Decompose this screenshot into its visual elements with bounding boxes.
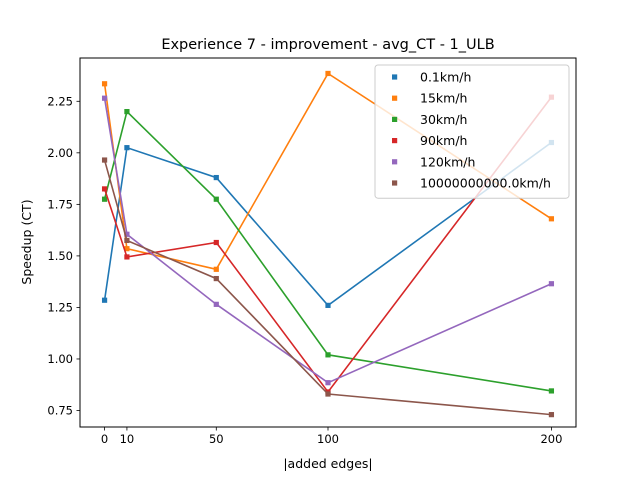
data-point: [548, 216, 555, 222]
data-point: [325, 380, 331, 386]
y-tick-label: 0.75: [47, 404, 73, 418]
data-point: [124, 145, 130, 151]
data-point: [548, 388, 555, 394]
data-point: [124, 254, 130, 260]
data-point: [101, 157, 108, 163]
x-tick-label: 0: [101, 432, 108, 446]
data-point: [101, 186, 108, 192]
y-axis: 0.75 1.00 1.25 1.50 1.75 2.00 2.25: [47, 94, 80, 418]
x-tick-label: 100: [317, 432, 339, 446]
legend-label: 0.1km/h: [420, 70, 471, 85]
x-tick-label: 50: [209, 432, 224, 446]
data-point: [548, 412, 555, 418]
chart-title: Experience 7 - improvement - avg_CT - 1_…: [161, 37, 494, 53]
x-axis: 0 10 50 100 200: [101, 427, 562, 446]
data-point: [548, 281, 555, 287]
y-tick-label: 2.25: [47, 94, 73, 108]
data-point: [213, 239, 219, 246]
y-tick-label: 1.25: [47, 300, 73, 314]
legend-label: 90km/h: [420, 133, 467, 148]
legend-marker: [392, 116, 398, 122]
y-tick-label: 2.00: [47, 146, 73, 160]
legend-box: [374, 64, 570, 199]
legend-marker: [392, 159, 398, 165]
legend-label: 15km/h: [420, 91, 467, 106]
data-point: [213, 196, 219, 202]
data-point: [325, 302, 331, 308]
x-axis-label: |added edges|: [283, 456, 372, 471]
y-axis-label: Speedup (CT): [19, 199, 34, 284]
data-point: [325, 70, 331, 77]
data-point: [124, 108, 130, 115]
legend-marker: [392, 95, 398, 101]
legend-marker: [392, 180, 398, 186]
data-point: [101, 196, 108, 202]
data-point: [124, 246, 130, 252]
data-point: [325, 352, 331, 358]
x-tick-label: 200: [540, 432, 562, 446]
data-point: [213, 174, 219, 181]
data-point: [101, 81, 108, 87]
y-tick-label: 1.75: [47, 197, 73, 211]
legend: 0.1km/h 15km/h 30km/h 90km/h 120km/h 10000000…: [374, 64, 570, 199]
legend-label: 120km/h: [420, 154, 475, 169]
data-point: [213, 266, 219, 272]
series-layer: [101, 70, 555, 418]
data-point: [124, 237, 130, 244]
legend-label: 10000000000.0km/h: [420, 176, 551, 191]
y-tick-label: 1.50: [47, 249, 73, 263]
legend-marker: [392, 74, 398, 80]
legend-marker: [392, 138, 398, 144]
y-tick-label: 1.00: [47, 352, 73, 366]
legend-label: 30km/h: [420, 112, 467, 127]
data-point: [101, 95, 108, 101]
data-point: [213, 275, 219, 282]
data-point: [213, 301, 219, 307]
data-point: [124, 231, 130, 237]
data-point: [101, 297, 108, 303]
x-tick-label: 10: [120, 432, 135, 446]
data-point: [325, 391, 331, 397]
